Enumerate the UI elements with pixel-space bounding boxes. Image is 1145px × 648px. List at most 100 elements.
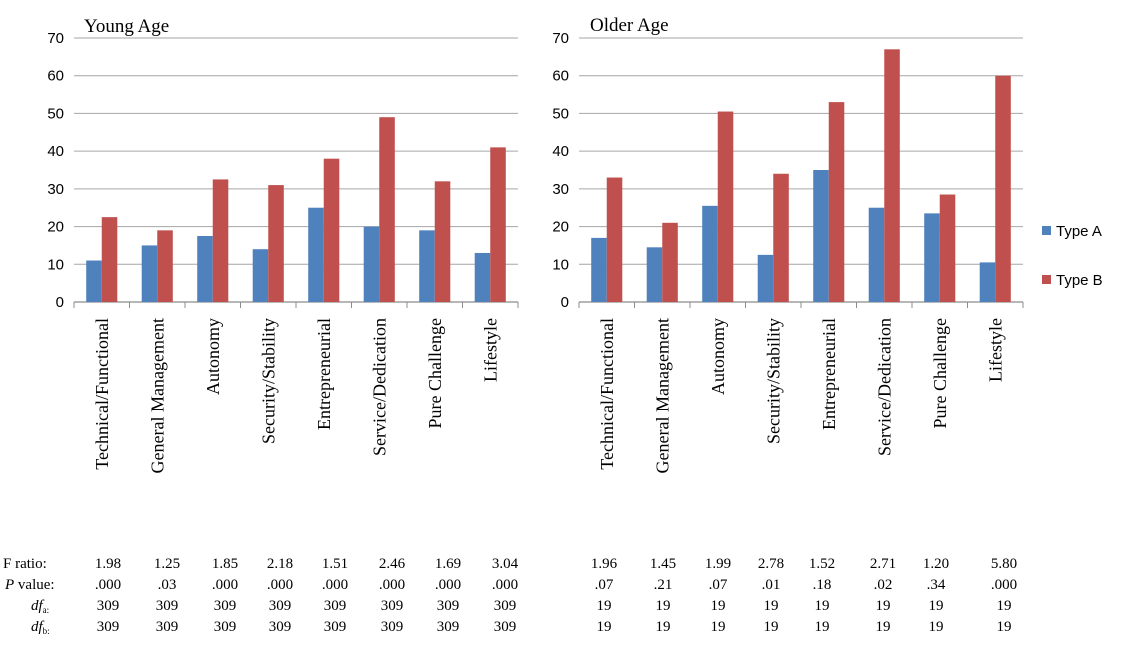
stat-df-a-service-dedication-young-age: 309 <box>381 598 404 614</box>
bar-type-b-service-dedication-young-age <box>379 117 395 302</box>
stat-p-value-lifestyle-older-age: .000 <box>991 577 1017 593</box>
stat-df-a-entrepreneurial-older-age: 19 <box>815 598 830 614</box>
stats-label-p-value: P value: <box>4 577 55 593</box>
bar-type-a-service-dedication-older-age <box>868 207 885 302</box>
bar-type-a-autonomy-young-age <box>197 236 213 302</box>
bar-type-b-technical-functional-older-age <box>606 177 623 302</box>
stat-f-ratio-autonomy-young-age: 1.85 <box>212 556 238 572</box>
stat-f-ratio-general-management-young-age: 1.25 <box>154 556 180 572</box>
legend: Type A Type B <box>1042 223 1103 289</box>
y-tick-label-0-young-age: 0 <box>56 294 64 311</box>
p-value-suffix: value: <box>14 577 54 593</box>
stat-p-value-general-management-young-age: .03 <box>158 577 177 593</box>
x-axis-labels-older-age: Technical/Functional General Management Au… <box>597 318 1006 473</box>
y-tick-label-30-older-age: 30 <box>552 181 569 198</box>
stat-df-a-general-management-young-age: 309 <box>156 598 179 614</box>
stat-p-value-technical-functional-older-age: .07 <box>595 577 614 593</box>
stat-df-a-security-stability-young-age: 309 <box>269 598 292 614</box>
y-tick-label-70-young-age: 70 <box>47 30 64 47</box>
stat-df-a-pure-challenge-young-age: 309 <box>437 598 460 614</box>
stat-p-value-autonomy-older-age: .07 <box>709 577 728 593</box>
stat-f-ratio-service-dedication-young-age: 2.46 <box>379 556 406 572</box>
stat-f-ratio-technical-functional-older-age: 1.96 <box>591 556 618 572</box>
stat-df-b-general-management-young-age: 309 <box>156 619 179 635</box>
stat-p-value-technical-functional-young-age: .000 <box>95 577 121 593</box>
stat-p-value-pure-challenge-older-age: .34 <box>927 577 946 593</box>
stat-df-a-autonomy-young-age: 309 <box>214 598 237 614</box>
y-tick-label-50-older-age: 50 <box>552 105 569 122</box>
stat-df-b-general-management-older-age: 19 <box>656 619 671 635</box>
stat-df-b-service-dedication-older-age: 19 <box>876 619 891 635</box>
stat-p-value-service-dedication-older-age: .02 <box>874 577 893 593</box>
bar-type-a-pure-challenge-young-age <box>419 230 435 302</box>
y-tick-label-10-older-age: 10 <box>552 256 569 273</box>
bar-type-b-autonomy-older-age <box>717 111 734 303</box>
x-label-lifestyle-older-age: Lifestyle <box>985 318 1005 382</box>
x-label-general-management-young-age: General Management <box>147 318 167 473</box>
x-label-service-dedication-older-age: Service/Dedication <box>874 318 894 456</box>
x-label-entrepreneurial-young-age: Entrepreneurial <box>314 318 334 430</box>
stat-p-value-pure-challenge-young-age: .000 <box>435 577 461 593</box>
x-label-autonomy-older-age: Autonomy <box>708 318 728 395</box>
y-tick-label-20-older-age: 20 <box>552 219 569 236</box>
stat-df-a-lifestyle-young-age: 309 <box>494 598 517 614</box>
stat-df-b-technical-functional-older-age: 19 <box>597 619 612 635</box>
stat-p-value-lifestyle-young-age: .000 <box>492 577 518 593</box>
stat-p-value-general-management-older-age: .21 <box>654 577 673 593</box>
x-label-pure-challenge-young-age: Pure Challenge <box>425 318 445 428</box>
y-tick-label-30-young-age: 30 <box>47 181 64 198</box>
x-label-security-stability-young-age: Security/Stability <box>258 318 278 444</box>
chart-title-older-age: Older Age <box>590 15 669 36</box>
stat-df-a-general-management-older-age: 19 <box>656 598 671 614</box>
stat-df-a-technical-functional-young-age: 309 <box>97 598 120 614</box>
y-tick-label-40-young-age: 40 <box>47 143 64 160</box>
stat-f-ratio-pure-challenge-young-age: 1.69 <box>435 556 461 572</box>
y-tick-label-60-older-age: 60 <box>552 68 569 85</box>
x-label-pure-challenge-older-age: Pure Challenge <box>930 318 950 428</box>
stat-f-ratio-autonomy-older-age: 1.99 <box>705 556 731 572</box>
stat-df-a-autonomy-older-age: 19 <box>711 598 726 614</box>
stats-values: 1.98 1.25 1.85 2.18 1.51 2.46 1.69 3.04 .000 .03.… <box>95 556 1017 635</box>
y-axis-young-age: 0 10 20 30 40 50 60 70 <box>47 30 64 311</box>
stat-p-value-service-dedication-young-age: .000 <box>379 577 405 593</box>
stat-df-b-lifestyle-older-age: 19 <box>997 619 1012 635</box>
stat-df-b-pure-challenge-older-age: 19 <box>929 619 944 635</box>
stat-df-a-security-stability-older-age: 19 <box>764 598 779 614</box>
y-tick-label-60-young-age: 60 <box>47 68 64 85</box>
stat-df-b-pure-challenge-young-age: 309 <box>437 619 460 635</box>
x-label-technical-functional-older-age: Technical/Functional <box>597 318 617 470</box>
bar-type-a-security-stability-young-age <box>252 249 269 302</box>
legend-label-type-b: Type B <box>1056 272 1103 289</box>
stats-label-df-a: dfa: <box>31 598 49 615</box>
stat-df-b-entrepreneurial-older-age: 19 <box>815 619 830 635</box>
stat-df-a-technical-functional-older-age: 19 <box>597 598 612 614</box>
bar-type-a-pure-challenge-older-age <box>924 213 940 302</box>
x-label-technical-functional-young-age: Technical/Functional <box>92 318 112 470</box>
bar-type-a-lifestyle-young-age <box>474 252 491 302</box>
x-label-service-dedication-young-age: Service/Dedication <box>369 318 389 456</box>
stat-f-ratio-technical-functional-young-age: 1.98 <box>95 556 121 572</box>
bar-type-b-service-dedication-older-age <box>884 49 900 302</box>
bar-type-a-entrepreneurial-older-age <box>813 170 829 302</box>
stat-df-b-entrepreneurial-young-age: 309 <box>324 619 347 635</box>
stat-df-a-service-dedication-older-age: 19 <box>876 598 891 614</box>
x-axis-labels-young-age: Technical/Functional General Management Au… <box>92 318 501 473</box>
bar-type-b-entrepreneurial-older-age <box>828 102 845 302</box>
stat-p-value-security-stability-young-age: .000 <box>267 577 293 593</box>
stats-label-df-b: dfb: <box>31 619 50 636</box>
bar-type-a-lifestyle-older-age <box>979 262 996 302</box>
stat-f-ratio-security-stability-young-age: 2.18 <box>267 556 293 572</box>
stat-p-value-entrepreneurial-older-age: .18 <box>813 577 832 593</box>
bars-older-age <box>591 49 1011 303</box>
stats-label-f-ratio: F ratio: <box>3 556 47 572</box>
bar-type-a-technical-functional-older-age <box>591 237 607 302</box>
x-label-autonomy-young-age: Autonomy <box>203 318 223 395</box>
bar-type-b-entrepreneurial-young-age <box>323 158 340 302</box>
stats-table: F ratio: P value: dfa: dfb: 1.98 1.25 1.85… <box>3 556 1017 636</box>
stat-f-ratio-entrepreneurial-young-age: 1.51 <box>322 556 348 572</box>
bar-type-b-pure-challenge-young-age <box>434 181 451 302</box>
bar-type-b-lifestyle-older-age <box>995 75 1011 302</box>
y-tick-label-40-older-age: 40 <box>552 143 569 160</box>
stat-p-value-autonomy-young-age: .000 <box>212 577 238 593</box>
